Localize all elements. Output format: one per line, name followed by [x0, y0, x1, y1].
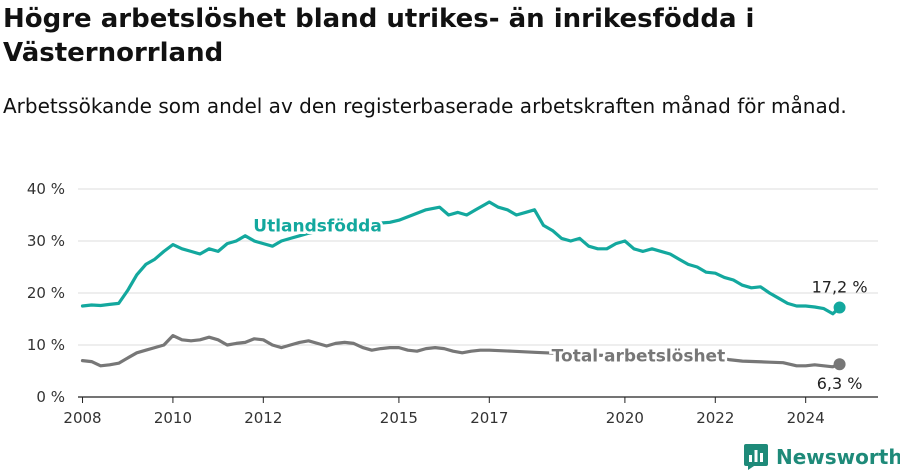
chart-title: Högre arbetslöshet bland utrikes- än inr…: [3, 4, 755, 68]
end-value-label: 17,2 %: [812, 278, 868, 297]
y-tick-label: 10 %: [27, 336, 65, 354]
foreign-born-label: Utlandsfödda: [253, 216, 382, 236]
end-point-marker: [833, 358, 846, 371]
end-point-marker: [833, 301, 846, 314]
logo-mark-icon: [744, 444, 768, 470]
newsworthy-logo: Newsworthy: [744, 442, 900, 472]
total-unemployment-line: [80, 334, 842, 369]
total-unemployment-label: Total arbetslöshet: [552, 346, 726, 366]
x-tick-label: 2012: [244, 409, 282, 427]
y-tick-label: 30 %: [27, 232, 65, 250]
x-tick-label: 2024: [787, 409, 825, 427]
y-tick-label: 0 %: [36, 388, 65, 406]
end-value-label: 6,3 %: [817, 374, 863, 393]
y-tick-label: 40 %: [27, 180, 65, 198]
x-tick-label: 2022: [696, 409, 734, 427]
chart-subtitle: Arbetssökande som andel av den registerb…: [3, 94, 847, 118]
x-tick-label: 2017: [470, 409, 508, 427]
brand-name: Newsworthy: [776, 445, 900, 469]
x-tick-label: 2010: [154, 409, 192, 427]
x-tick-label: 2008: [63, 409, 101, 427]
x-tick-label: 2020: [606, 409, 644, 427]
foreign-born-line: [80, 200, 842, 316]
y-tick-label: 20 %: [27, 284, 65, 302]
x-tick-label: 2015: [380, 409, 418, 427]
